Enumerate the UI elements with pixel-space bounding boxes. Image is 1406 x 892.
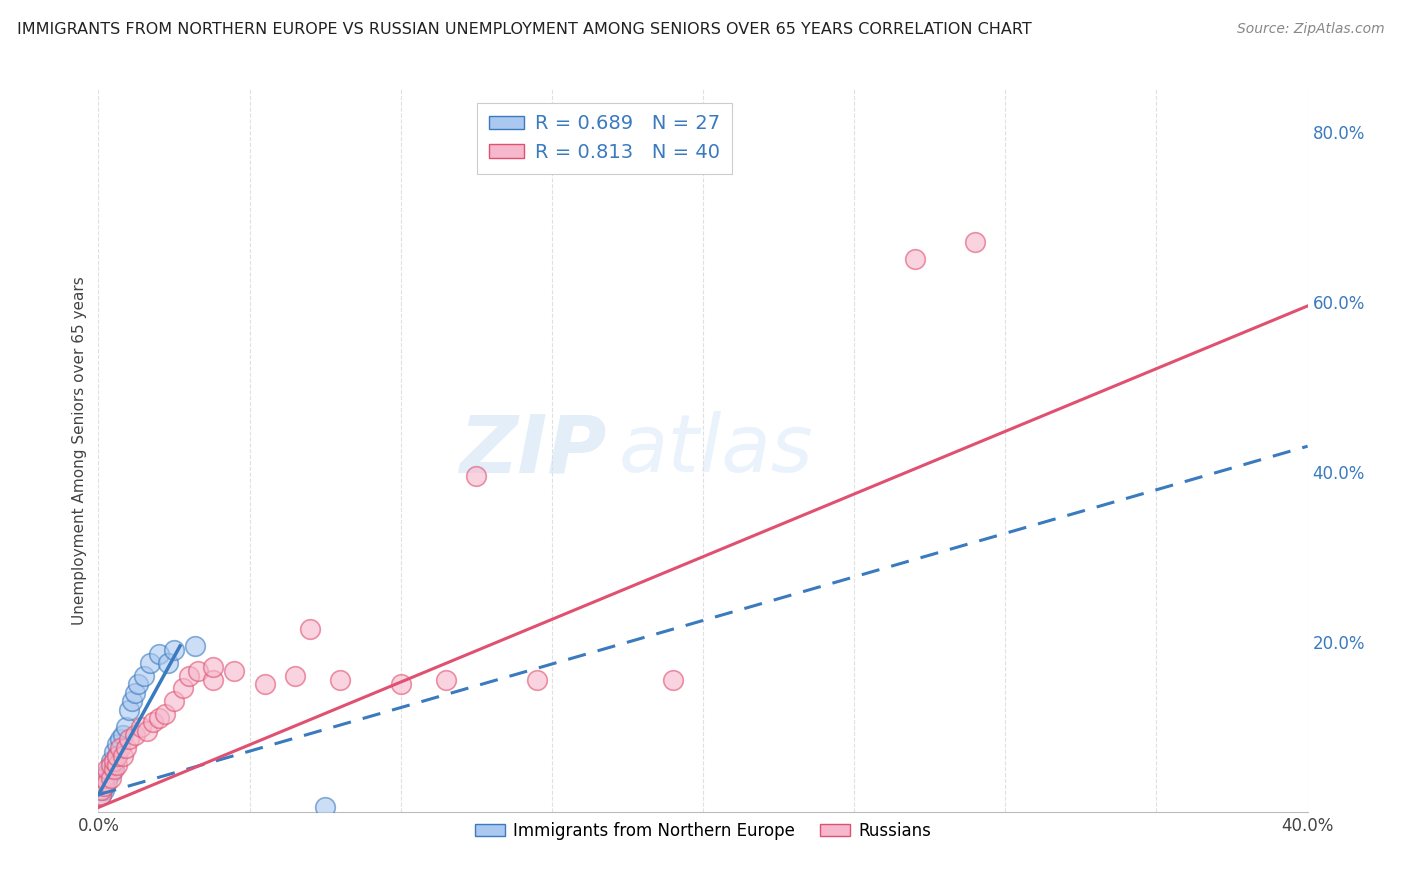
Point — [132, 669, 155, 683]
Point — [314, 800, 336, 814]
Point — [114, 720, 136, 734]
Point — [105, 737, 128, 751]
Point — [100, 771, 122, 785]
Point — [127, 677, 149, 691]
Point — [111, 728, 134, 742]
Point — [118, 703, 141, 717]
Point — [135, 723, 157, 738]
Point — [103, 758, 125, 772]
Point — [329, 673, 352, 687]
Point — [96, 771, 118, 785]
Point — [904, 252, 927, 267]
Point — [661, 673, 683, 687]
Point — [90, 788, 112, 802]
Point — [163, 694, 186, 708]
Point — [105, 749, 128, 764]
Point — [284, 669, 307, 683]
Text: atlas: atlas — [619, 411, 813, 490]
Point — [253, 677, 276, 691]
Point — [187, 665, 209, 679]
Point — [118, 732, 141, 747]
Point — [103, 762, 125, 776]
Point — [96, 762, 118, 776]
Point — [202, 673, 225, 687]
Point — [93, 771, 115, 785]
Point — [103, 754, 125, 768]
Point — [389, 677, 412, 691]
Point — [224, 665, 246, 679]
Text: ZIP: ZIP — [458, 411, 606, 490]
Point — [148, 711, 170, 725]
Point — [100, 758, 122, 772]
Point — [124, 686, 146, 700]
Point — [93, 779, 115, 793]
Point — [105, 758, 128, 772]
Point — [90, 783, 112, 797]
Point — [299, 622, 322, 636]
Point — [965, 235, 987, 250]
Point — [179, 669, 201, 683]
Y-axis label: Unemployment Among Seniors over 65 years: Unemployment Among Seniors over 65 years — [72, 277, 87, 624]
Point — [202, 660, 225, 674]
Point — [163, 643, 186, 657]
Point — [93, 779, 115, 793]
Point — [93, 775, 115, 789]
Point — [434, 673, 457, 687]
Point — [93, 783, 115, 797]
Point — [108, 741, 131, 756]
Point — [108, 732, 131, 747]
Point — [121, 694, 143, 708]
Point — [96, 775, 118, 789]
Point — [153, 706, 176, 721]
Point — [124, 728, 146, 742]
Text: Source: ZipAtlas.com: Source: ZipAtlas.com — [1237, 22, 1385, 37]
Point — [139, 656, 162, 670]
Point — [96, 766, 118, 780]
Point — [114, 741, 136, 756]
Text: IMMIGRANTS FROM NORTHERN EUROPE VS RUSSIAN UNEMPLOYMENT AMONG SENIORS OVER 65 YE: IMMIGRANTS FROM NORTHERN EUROPE VS RUSSI… — [17, 22, 1032, 37]
Point — [90, 788, 112, 802]
Point — [156, 656, 179, 670]
Point — [90, 783, 112, 797]
Point — [100, 766, 122, 780]
Point — [526, 673, 548, 687]
Legend: Immigrants from Northern Europe, Russians: Immigrants from Northern Europe, Russian… — [468, 815, 938, 847]
Point — [465, 469, 488, 483]
Point — [100, 754, 122, 768]
Point — [129, 720, 152, 734]
Point — [111, 749, 134, 764]
Point — [142, 715, 165, 730]
Point — [184, 639, 207, 653]
Point — [105, 749, 128, 764]
Point — [103, 745, 125, 759]
Point — [172, 681, 194, 696]
Point — [148, 648, 170, 662]
